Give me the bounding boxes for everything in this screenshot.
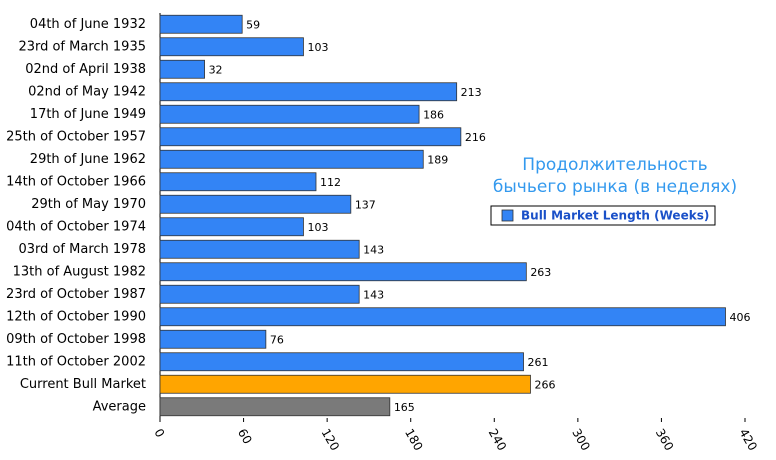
value-label: 216 [465, 131, 486, 144]
y-tick-label: 04th of October 1974 [6, 219, 146, 234]
value-label-bg [528, 264, 553, 279]
value-label: 137 [355, 198, 376, 211]
value-label-bg [352, 197, 377, 212]
x-tick-label: 300 [569, 426, 593, 453]
y-tick-label: 23rd of March 1935 [18, 39, 146, 54]
value-label: 112 [320, 176, 341, 189]
y-tick-label: Average [93, 399, 146, 414]
value-label: 261 [528, 356, 549, 369]
bar [159, 127, 462, 147]
bar [159, 14, 243, 34]
bar [159, 172, 317, 192]
y-tick-label: 09th of October 1998 [6, 332, 146, 347]
y-tick-label: 11th of October 2002 [6, 354, 146, 369]
legend-swatch [501, 209, 514, 222]
y-tick-label: 13th of August 1982 [13, 264, 146, 279]
value-label: 32 [209, 63, 223, 76]
bar [159, 82, 458, 102]
bar [159, 194, 352, 214]
value-label: 266 [535, 378, 556, 391]
bar [159, 59, 205, 79]
value-label-bg [462, 129, 487, 144]
value-label: 143 [363, 243, 384, 256]
bar [159, 262, 527, 282]
bar [159, 284, 360, 304]
y-tick-label: 29th of June 1962 [30, 152, 146, 167]
value-label-bg [421, 107, 446, 122]
annotation: Продолжительность [522, 155, 707, 175]
value-label-bg [361, 287, 386, 302]
value-label-bg [525, 354, 550, 369]
value-label: 186 [423, 108, 444, 121]
bar [159, 352, 524, 372]
value-label: 103 [307, 41, 328, 54]
bar [159, 104, 420, 124]
x-tick-label: 360 [653, 426, 677, 453]
value-label: 165 [394, 401, 415, 414]
value-label: 213 [461, 86, 482, 99]
value-label-bg [391, 399, 416, 414]
value-label: 406 [730, 311, 751, 324]
bar [159, 397, 391, 417]
value-label-bg [244, 17, 269, 32]
y-tick-label: 25th of October 1957 [6, 129, 146, 144]
y-tick-label: 02nd of May 1942 [28, 84, 146, 99]
bar [159, 329, 267, 349]
y-tick-label: 23rd of October 1987 [6, 287, 146, 302]
legend-box [490, 205, 716, 226]
x-tick-label: 240 [486, 426, 510, 453]
y-tick-label: 04th of June 1932 [30, 17, 146, 32]
y-tick-label: 17th of June 1949 [30, 107, 146, 122]
x-tick-label: 60 [235, 426, 255, 446]
value-label-bg [532, 377, 557, 392]
y-tick-label: 12th of October 1990 [6, 309, 146, 324]
value-label-bg [206, 62, 231, 77]
value-label: 59 [246, 18, 260, 31]
value-label-bg [305, 219, 330, 234]
value-label-bg [305, 39, 330, 54]
bar [159, 37, 304, 57]
bar [159, 149, 424, 169]
value-label: 76 [270, 333, 284, 346]
bar [159, 217, 304, 237]
legend-label: Bull Market Length (Weeks) [521, 209, 709, 223]
value-label-bg [361, 242, 386, 257]
y-tick-label: 14th of October 1966 [6, 174, 146, 189]
bar [159, 374, 531, 394]
bar [159, 307, 726, 327]
y-tick-label: Current Bull Market [20, 377, 146, 392]
value-label-bg [318, 174, 342, 189]
value-label-bg [425, 152, 450, 167]
value-label-bg [458, 84, 483, 99]
y-tick-label: 29th of May 1970 [31, 197, 146, 212]
value-label: 189 [427, 153, 448, 166]
value-label: 143 [363, 288, 384, 301]
bar [159, 239, 360, 259]
y-tick-label: 02nd of April 1938 [25, 62, 146, 77]
value-label-bg [727, 309, 752, 324]
x-tick-label: 120 [319, 426, 343, 453]
annotation: бычьего рынка (в неделях) [493, 177, 737, 197]
x-tick-label: 0 [151, 426, 167, 440]
x-tick-label: 180 [402, 426, 426, 453]
x-tick-label: 420 [736, 426, 760, 453]
value-label-bg [267, 332, 292, 347]
value-label: 103 [307, 221, 328, 234]
y-tick-label: 03rd of March 1978 [18, 242, 146, 257]
value-label: 263 [530, 266, 551, 279]
